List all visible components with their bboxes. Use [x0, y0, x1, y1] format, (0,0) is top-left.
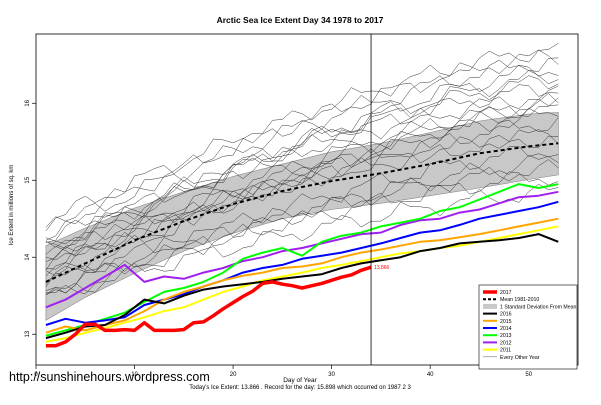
series-line-2014: [45, 200, 559, 326]
footnote: Today's Ice Extent: 13.866 . Record for …: [189, 385, 411, 391]
other-year-line: [45, 57, 559, 241]
other-year-line: [45, 107, 559, 270]
other-year-line: [45, 97, 559, 277]
other-year-line: [45, 43, 559, 232]
x-axis-label: Day of Year: [283, 377, 317, 384]
x-tick-label: 10: [131, 372, 138, 378]
legend-label-2011: 2011: [500, 348, 511, 354]
legend-label-2013: 2013: [500, 333, 512, 339]
other-year-line: [45, 84, 559, 248]
other-year-line: [45, 98, 559, 285]
y-tick-label: 16: [25, 99, 31, 106]
legend-label-mean-1981-2010: Mean 1981-2010: [500, 297, 539, 303]
plot-frame: [35, 33, 579, 366]
y-axis-label: Ice Extent in millions of sq. km: [9, 165, 15, 246]
legend-label-2016: 2016: [500, 312, 512, 318]
other-year-line: [45, 64, 559, 261]
legend-label-2012: 2012: [500, 340, 512, 346]
x-tick-label: 0: [34, 372, 38, 378]
today-value-label: 13.866: [374, 265, 390, 271]
series-line-2017: [45, 265, 372, 348]
other-year-line: [45, 75, 559, 249]
other-year-line: [45, 93, 559, 271]
y-tick-label: 13: [25, 330, 31, 337]
mean-1981-2010-line: [45, 142, 559, 283]
other-year-line: [45, 171, 559, 294]
x-tick-label: 20: [230, 372, 237, 378]
legend-label-2015: 2015: [500, 319, 512, 325]
other-year-line: [45, 70, 559, 245]
other-year-line: [45, 154, 559, 295]
series-line-2016: [45, 233, 559, 340]
website-url[interactable]: http://sunshinehours.wordpress.com: [9, 370, 210, 384]
std-deviation-band: [45, 112, 559, 321]
series-line-2015: [45, 217, 559, 334]
x-tick-label: 50: [525, 372, 532, 378]
legend-label-every-other-year: Every Other Year: [500, 355, 540, 361]
other-year-line: [45, 49, 559, 228]
x-tick-label: 40: [427, 372, 434, 378]
legend-label-2014: 2014: [500, 326, 512, 332]
y-tick-label: 15: [25, 176, 31, 183]
y-tick-label: 14: [25, 253, 31, 260]
legend-swatch-1-standard-deviation-from-mean: [483, 303, 497, 309]
other-year-line: [45, 85, 559, 243]
other-year-line: [45, 129, 559, 257]
chart-title: Arctic Sea Ice Extent Day 34 1978 to 201…: [217, 15, 384, 25]
other-year-line: [45, 135, 559, 262]
x-tick-label: 30: [328, 372, 335, 378]
legend-label-1-standard-deviation-from-mean: 1 Standard Deviation From Mean: [500, 304, 577, 310]
other-year-line: [45, 183, 559, 295]
series-line-2012: [45, 190, 559, 309]
legend-label-2017: 2017: [500, 290, 512, 296]
other-year-line: [45, 159, 559, 288]
